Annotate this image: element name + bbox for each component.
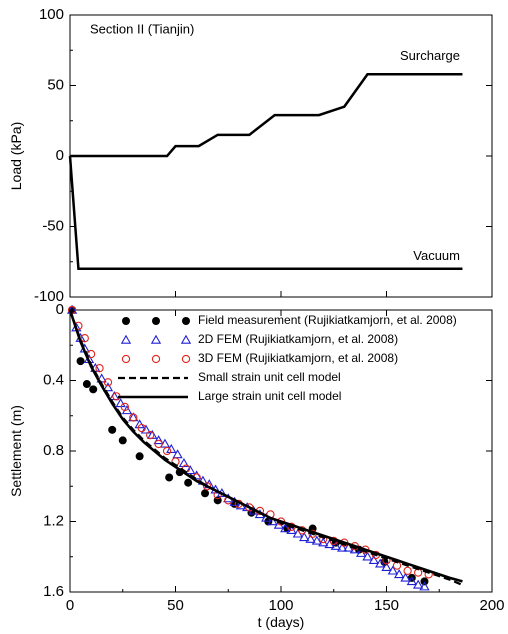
vacuum-label: Vacuum <box>413 248 460 263</box>
legend-label: 2D FEM (Rujikiatkamjorn, et al. 2008) <box>198 332 398 346</box>
data-point-filled-circle <box>82 380 91 389</box>
data-point-open-triangle <box>121 405 133 415</box>
load-axis-title: Load (kPa) <box>8 122 24 190</box>
data-point-open-triangle <box>387 565 398 575</box>
data-point-open-circle <box>137 423 146 433</box>
data-point-open-triangle <box>400 572 411 582</box>
data-point-open-triangle <box>406 576 417 586</box>
settlement-y-ticks: 0 0.4 0.8 1.2 1.6 <box>43 301 492 600</box>
time-x-ticks: 0 50 100 150 200 <box>66 310 505 614</box>
legend-label: Field measurement (Rujikiatkamjorn, et a… <box>198 313 457 327</box>
legend-label: Large strain unit cell model <box>198 389 341 403</box>
time-x-tick-label: 50 <box>167 597 184 614</box>
settlement-y-tick-label: 1.6 <box>43 583 64 600</box>
data-point-open-triangle <box>330 540 342 550</box>
legend: Field measurement (Rujikiatkamjorn, et a… <box>118 313 457 403</box>
load-y-tick-label: -50 <box>42 217 64 234</box>
data-point-open-triangle <box>368 554 379 564</box>
data-point-open-circle <box>80 334 89 343</box>
data-point-open-circle <box>103 378 113 387</box>
settlement-panel: Settlement (m) t (days) 0 0.4 0.8 1.2 1.6 0 5… <box>8 301 505 630</box>
data-point-open-circle <box>95 364 104 373</box>
data-point-open-circle <box>129 413 138 422</box>
time-x-tick-label: 150 <box>374 597 399 614</box>
legend-symbol-open-triangle <box>120 334 132 344</box>
data-point-open-triangle <box>159 438 171 448</box>
data-point-open-triangle <box>191 470 202 480</box>
legend-symbol-open-circle <box>121 354 131 364</box>
data-point-open-triangle <box>273 519 285 529</box>
data-point-open-triangle <box>140 424 152 434</box>
legend-symbol-open-circle <box>151 354 161 364</box>
legend-symbol-filled-circle <box>152 317 160 325</box>
data-point-open-circle <box>403 566 412 575</box>
section-annotation: Section II (Tianjin) <box>90 21 194 36</box>
data-point-open-circle <box>146 430 155 440</box>
data-point-open-circle <box>245 503 254 512</box>
settlement-y-tick-label: 0.8 <box>43 442 64 459</box>
load-y-ticks: -100 -50 0 50 100 <box>34 6 493 305</box>
legend-symbol-filled-circle <box>182 317 190 325</box>
data-point-open-triangle <box>178 458 190 468</box>
legend-symbol-filled-circle <box>122 317 130 325</box>
load-series <box>68 72 463 271</box>
data-point-filled-circle <box>76 357 85 366</box>
settlement-y-tick-label: 0.4 <box>43 371 64 388</box>
data-point-open-circle <box>162 446 172 456</box>
data-point-open-triangle <box>362 551 373 561</box>
data-point-open-triangle <box>172 449 183 459</box>
data-point-open-triangle <box>166 443 177 453</box>
settlement-series <box>66 304 463 591</box>
surcharge-label: Surcharge <box>400 48 460 63</box>
data-point-open-triangle <box>394 569 405 579</box>
data-point-filled-circle <box>135 452 144 461</box>
data-point-filled-circle <box>184 478 193 487</box>
time-x-tick-label: 0 <box>66 597 74 614</box>
data-point-open-triangle <box>311 535 323 545</box>
data-point-open-triangle <box>115 398 126 408</box>
load-panel: Section II (Tianjin) Load (kPa) -100 -50 0… <box>8 6 493 305</box>
settlement-axis-title: Settlement (m) <box>8 405 24 497</box>
data-point-open-triangle <box>375 558 386 568</box>
legend-symbol-open-circle <box>181 354 191 364</box>
data-point-open-triangle <box>337 542 348 552</box>
time-x-tick-label: 200 <box>479 597 504 614</box>
data-point-open-circle <box>154 439 163 449</box>
data-point-filled-circle <box>165 473 174 482</box>
vacuum-line <box>68 155 463 271</box>
load-y-tick-label: 50 <box>47 76 64 93</box>
settlement-y-tick-label: 0 <box>56 301 64 318</box>
surcharge-line <box>70 72 463 158</box>
legend-label: Small strain unit cell model <box>198 370 341 384</box>
load-y-tick-label: 100 <box>39 6 64 23</box>
large-strain-model-line <box>68 309 463 583</box>
data-point-open-triangle <box>419 581 430 591</box>
time-x-tick-label: 100 <box>268 597 293 614</box>
data-point-filled-circle <box>89 385 98 394</box>
data-point-filled-circle <box>108 425 117 434</box>
data-point-open-triangle <box>185 465 196 475</box>
data-point-open-triangle <box>280 523 291 533</box>
legend-symbol-open-triangle <box>150 334 162 344</box>
data-point-open-triangle <box>299 532 310 542</box>
data-point-open-triangle <box>153 435 164 445</box>
settlement-y-tick-label: 1.2 <box>43 512 64 529</box>
data-point-open-circle <box>202 482 212 491</box>
legend-symbol-open-triangle <box>180 334 192 344</box>
data-point-open-triangle <box>381 562 392 572</box>
load-y-tick-label: 0 <box>56 147 64 164</box>
data-point-open-triangle <box>102 382 114 392</box>
load-y-tick-label: -100 <box>34 288 64 305</box>
data-point-open-triangle <box>413 579 424 589</box>
data-point-open-circle <box>120 402 130 412</box>
data-point-filled-circle <box>118 436 127 445</box>
legend-label: 3D FEM (Rujikiatkamjorn, et al. 2008) <box>198 351 398 365</box>
data-point-open-triangle <box>267 516 278 526</box>
time-axis-title: t (days) <box>258 614 305 630</box>
data-point-open-triangle <box>305 533 316 543</box>
data-point-filled-circle <box>201 489 210 498</box>
